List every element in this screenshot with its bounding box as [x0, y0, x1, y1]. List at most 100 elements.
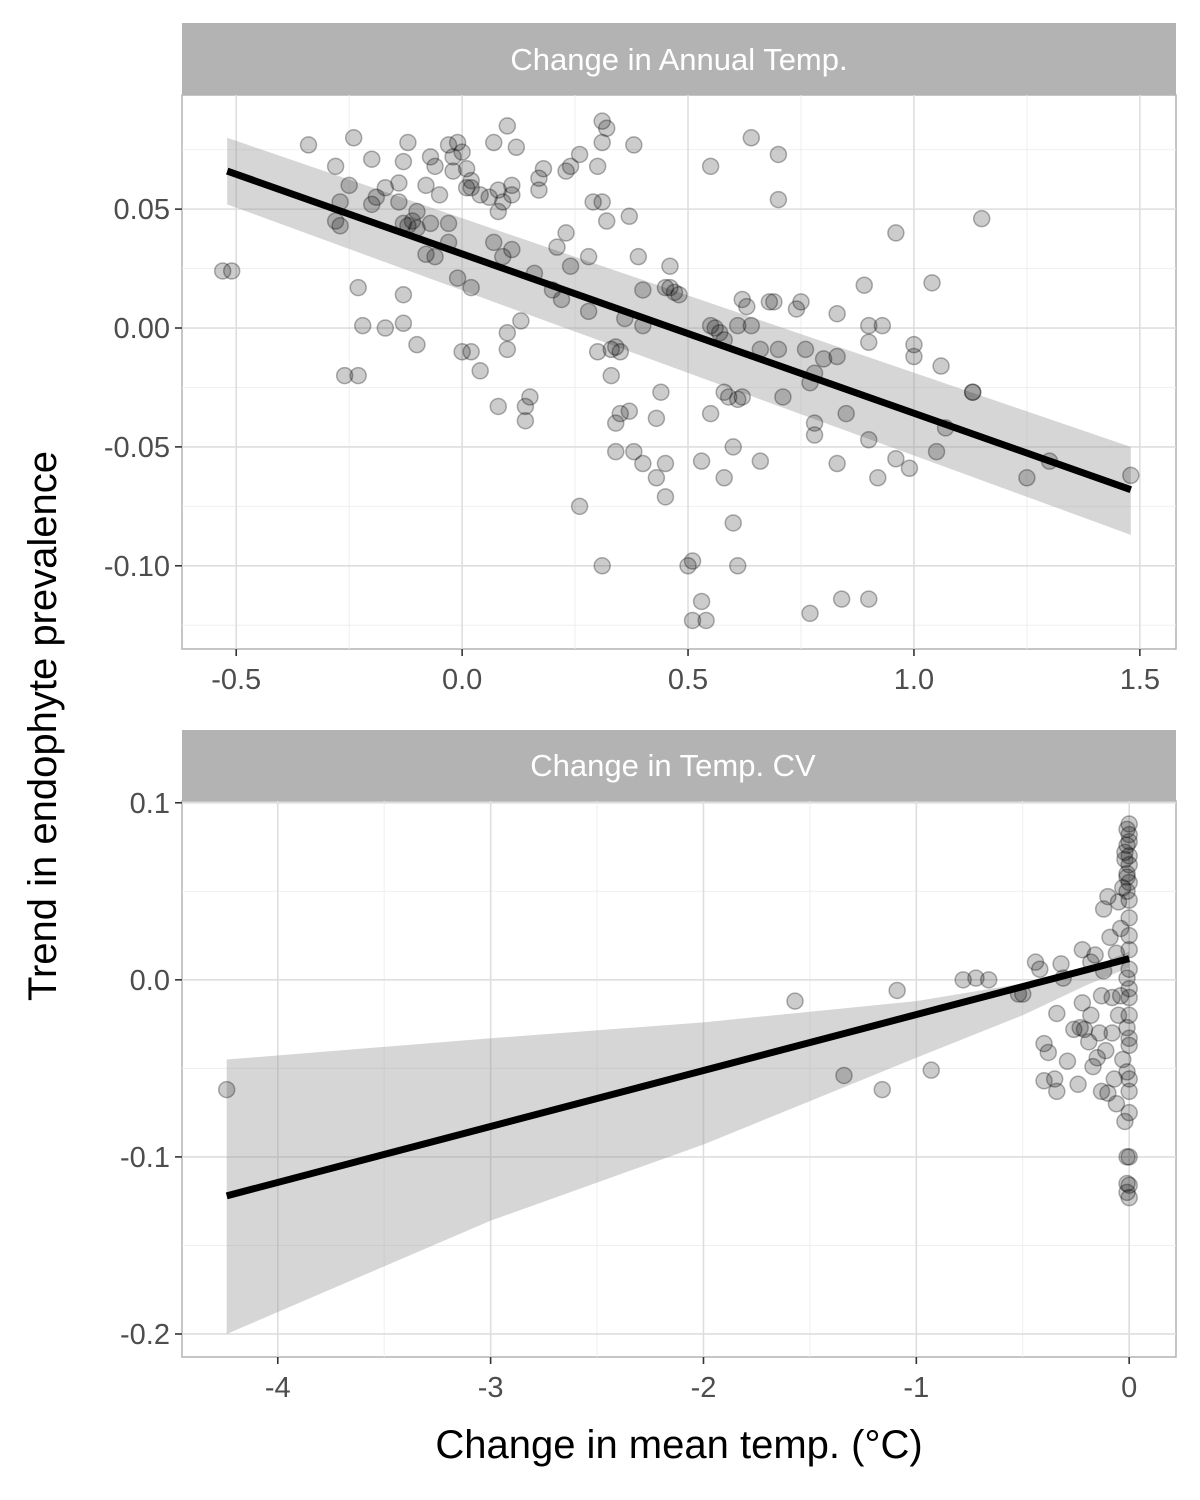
data-point	[760, 293, 779, 311]
data-point	[390, 193, 408, 211]
data-point	[765, 293, 783, 311]
data-point	[457, 178, 476, 197]
data-point	[611, 404, 630, 423]
data-point	[796, 340, 815, 359]
data-point	[1120, 940, 1138, 959]
data-point	[805, 414, 824, 432]
data-point	[399, 133, 417, 152]
data-point	[905, 347, 923, 366]
data-point	[426, 247, 444, 266]
x-tick-label: -3	[478, 1372, 504, 1404]
data-point	[448, 133, 467, 152]
data-point	[1065, 1020, 1083, 1039]
data-point	[1120, 873, 1138, 892]
data-point	[521, 388, 539, 406]
data-point	[670, 285, 688, 304]
data-point	[1116, 843, 1134, 862]
data-point	[1099, 887, 1117, 906]
data-point	[769, 190, 788, 209]
data-point	[1118, 1018, 1136, 1037]
data-point	[656, 454, 675, 473]
data-point	[665, 283, 684, 302]
data-point	[1039, 1043, 1058, 1062]
data-point	[1118, 820, 1136, 839]
x-tick-label: -0.5	[211, 664, 261, 696]
data-point	[1107, 1095, 1126, 1113]
data-point	[498, 117, 517, 135]
data-point	[213, 262, 232, 280]
data-point	[606, 414, 625, 432]
x-axis-title: Change in mean temp. (°C)	[435, 1423, 922, 1467]
data-point	[728, 316, 747, 335]
data-point	[792, 293, 810, 311]
y-tick-label: 0.00	[114, 313, 170, 345]
data-point	[444, 162, 462, 180]
data-point	[1122, 466, 1140, 485]
data-point	[1105, 1070, 1124, 1088]
x-tick-label: 1.5	[1120, 664, 1160, 696]
data-point	[828, 454, 846, 473]
data-point	[367, 188, 386, 206]
data-point	[629, 247, 648, 266]
data-point	[462, 343, 480, 361]
data-point	[697, 611, 715, 630]
data-point	[860, 590, 878, 608]
data-point	[634, 454, 652, 473]
data-point	[498, 340, 517, 359]
data-point	[774, 388, 792, 406]
data-point	[1048, 1082, 1066, 1101]
data-point	[1111, 987, 1130, 1005]
data-point	[503, 176, 521, 195]
data-point	[814, 350, 833, 368]
data-point	[376, 319, 395, 337]
data-point	[462, 178, 480, 197]
data-point	[516, 411, 535, 430]
strip-annual-temp	[182, 23, 1176, 95]
data-point	[742, 129, 761, 147]
data-point	[1120, 1148, 1138, 1166]
data-point	[593, 557, 611, 575]
confidence-ribbon-annual-temp	[227, 137, 1131, 535]
data-point	[1073, 994, 1092, 1012]
data-point	[1114, 879, 1132, 897]
data-point	[1118, 868, 1136, 886]
data-point	[561, 157, 580, 176]
data-point	[1120, 1082, 1138, 1101]
data-point	[922, 1061, 940, 1079]
data-point	[403, 212, 422, 230]
data-point	[1120, 1188, 1138, 1207]
y-tick-label: -0.1	[120, 1142, 170, 1174]
data-point	[489, 181, 508, 199]
data-point	[963, 383, 982, 401]
data-point	[570, 497, 589, 516]
data-point	[1120, 825, 1138, 844]
data-point	[1092, 1082, 1111, 1101]
data-point	[647, 409, 666, 428]
data-point	[1088, 1049, 1106, 1067]
data-point	[485, 133, 503, 152]
fit-line-annual-temp	[226, 167, 1132, 493]
data-point	[701, 404, 720, 423]
data-point	[1094, 900, 1113, 918]
data-point	[860, 333, 878, 352]
data-point	[1120, 815, 1138, 833]
data-point	[453, 343, 471, 361]
data-point	[421, 214, 440, 233]
data-point	[620, 402, 639, 420]
data-point	[534, 159, 553, 178]
data-point	[979, 971, 998, 989]
data-point	[932, 357, 950, 375]
data-point	[733, 290, 752, 309]
data-point	[869, 469, 887, 487]
data-point	[417, 245, 435, 264]
data-point	[597, 212, 616, 230]
data-point	[769, 340, 788, 359]
data-point	[1120, 1029, 1138, 1048]
y-tick-label: 0.1	[130, 788, 170, 820]
y-tick-label: 0.05	[114, 194, 170, 226]
data-point	[1058, 1052, 1077, 1071]
data-point	[444, 148, 462, 166]
x-tick-label: 1.0	[894, 664, 934, 696]
data-point	[1101, 928, 1119, 947]
data-point	[430, 186, 449, 204]
